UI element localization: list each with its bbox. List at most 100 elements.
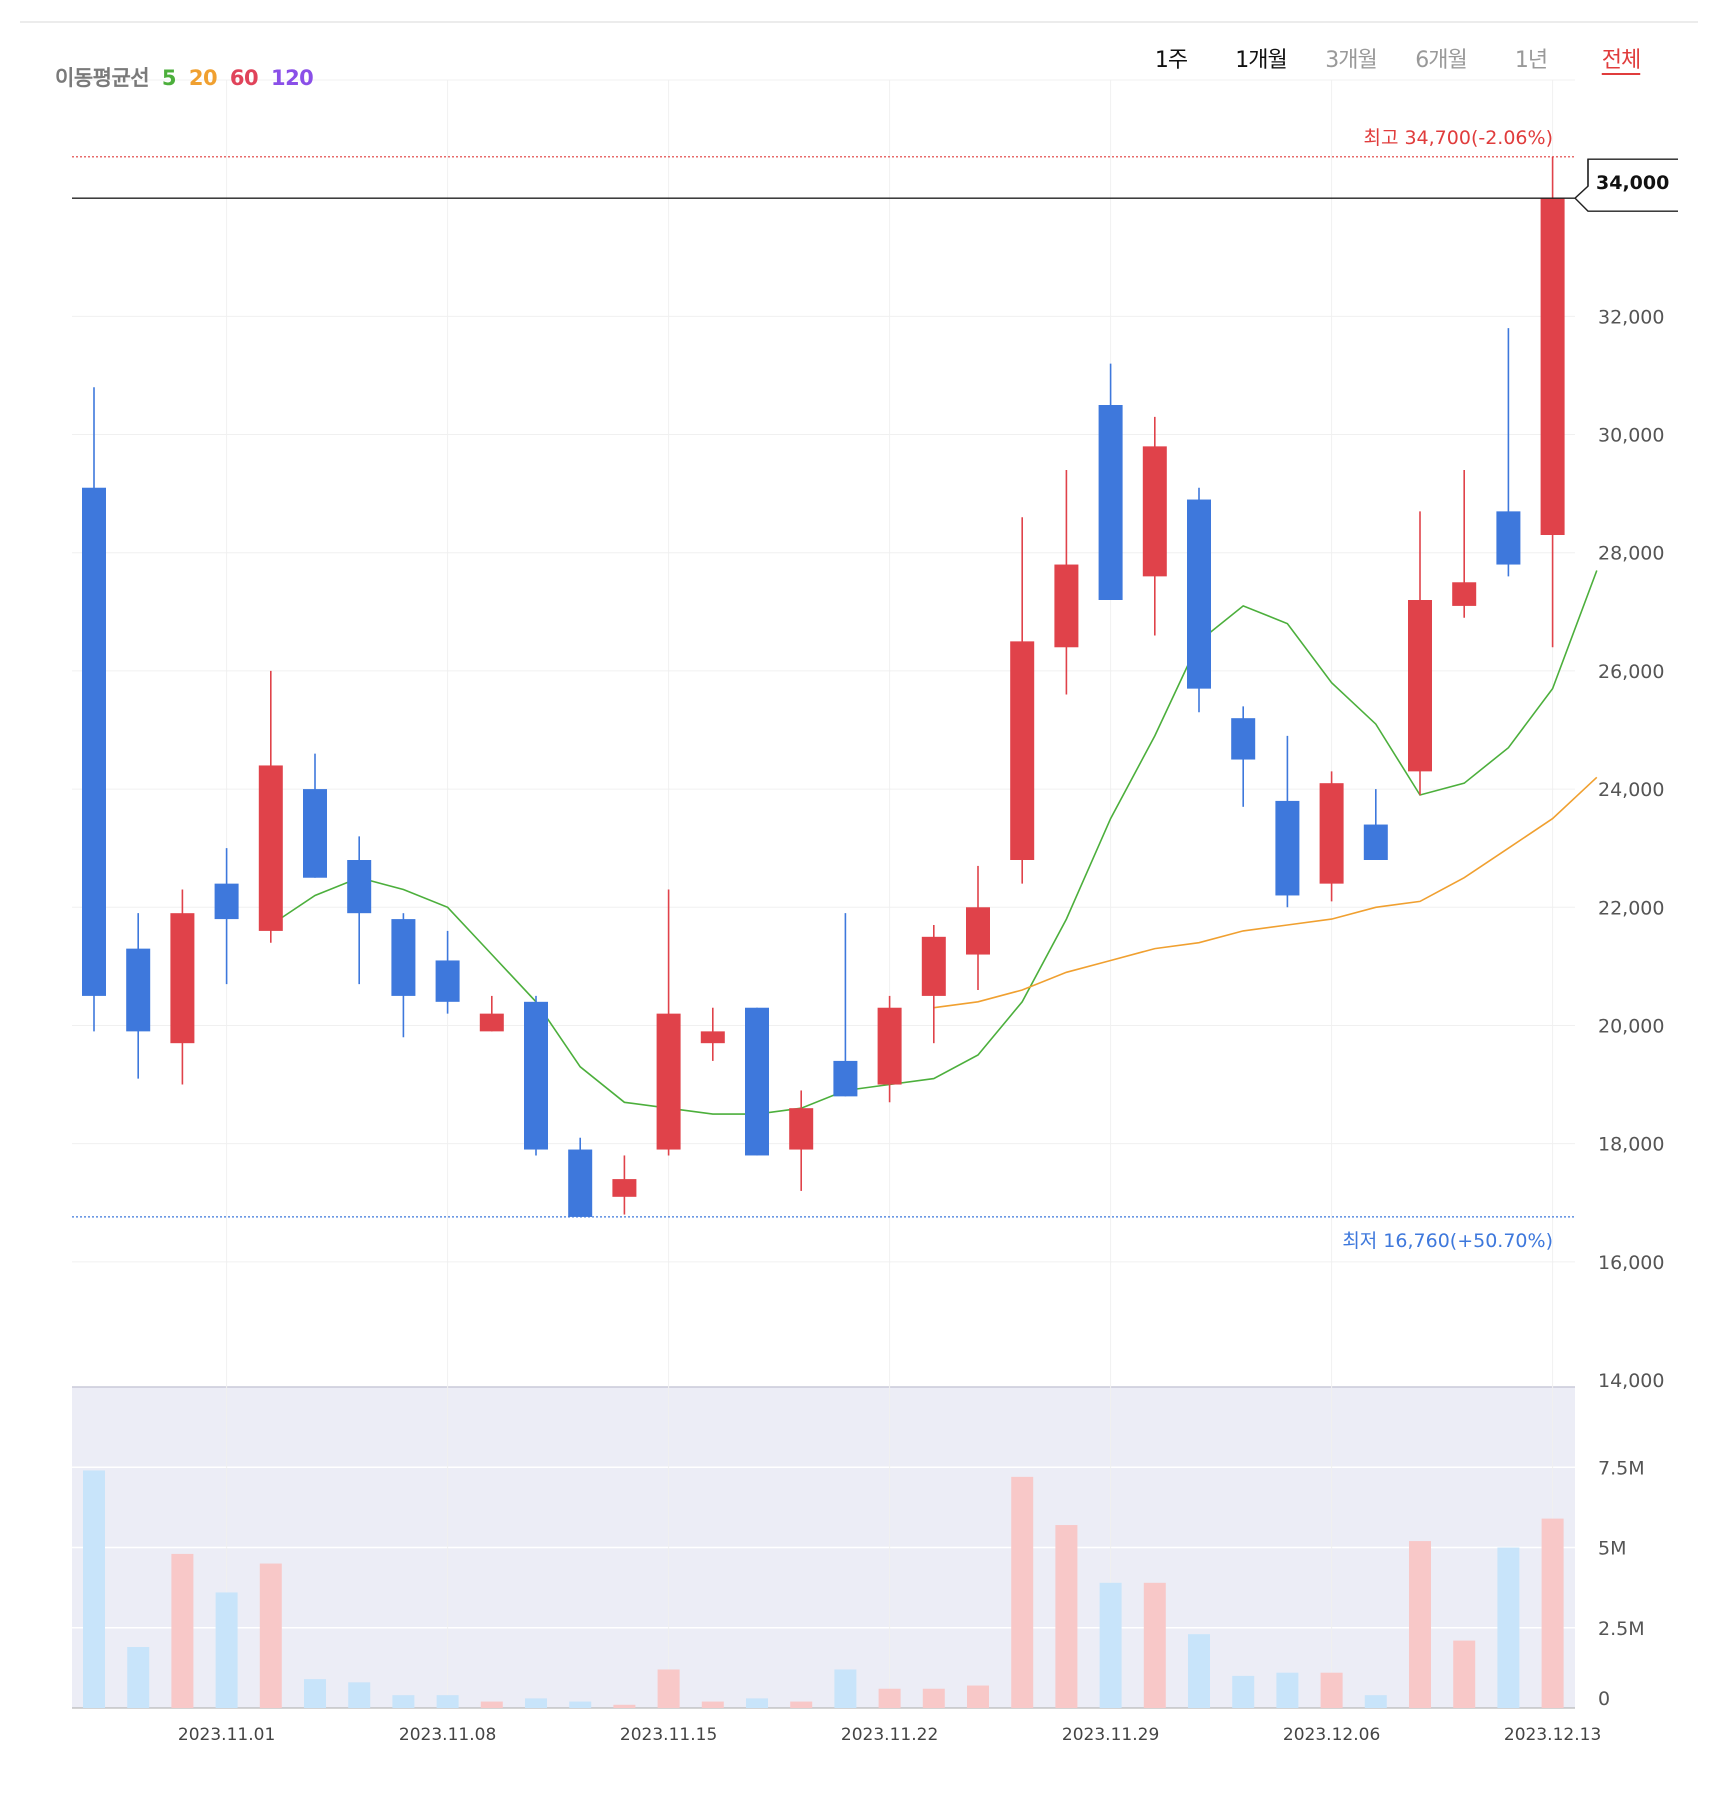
volume-bar: [657, 1669, 680, 1708]
volume-bar: [1320, 1672, 1343, 1708]
ma-period-20[interactable]: 20: [188, 66, 218, 90]
price-axis-label: 22,000: [1598, 897, 1664, 919]
candle-down[interactable]: [82, 387, 106, 1032]
volume-bar: [1143, 1582, 1166, 1708]
volume-bar: [1011, 1476, 1034, 1708]
candle-body: [1408, 600, 1432, 772]
candle-down[interactable]: [1098, 363, 1123, 600]
volume-bar: [480, 1701, 503, 1708]
candle-down[interactable]: [745, 1007, 769, 1156]
volume-axis-label: 2.5M: [1598, 1618, 1645, 1640]
volume-bar: [1232, 1675, 1255, 1708]
candle-body: [612, 1179, 637, 1197]
volume-bar: [878, 1688, 901, 1708]
candle-down[interactable]: [524, 995, 548, 1156]
volume-bar: [1541, 1518, 1564, 1708]
volume-bar: [215, 1592, 238, 1708]
volume-bar: [127, 1647, 150, 1708]
tab-1-year[interactable]: 1년: [1514, 48, 1548, 73]
candle-down[interactable]: [347, 836, 372, 985]
volume-bar: [569, 1701, 592, 1708]
candle-up[interactable]: [921, 925, 946, 1044]
candle-up[interactable]: [700, 1007, 725, 1061]
candle-body: [966, 907, 990, 955]
candle-body: [745, 1007, 769, 1156]
price-axis-label: 20,000: [1598, 1015, 1664, 1037]
candle-up[interactable]: [1010, 517, 1035, 884]
candle-down[interactable]: [1275, 735, 1300, 908]
date-axis-label: 2023.12.13: [1504, 1725, 1601, 1745]
candle-up[interactable]: [612, 1155, 637, 1215]
grid-layer: [20, 21, 1698, 1709]
candle-down[interactable]: [435, 930, 460, 1014]
candle-up[interactable]: [1540, 156, 1565, 648]
candle-down[interactable]: [1496, 328, 1521, 577]
candle-body: [1010, 641, 1035, 860]
tab-1-week[interactable]: 1주: [1154, 48, 1188, 73]
candle-up[interactable]: [1142, 416, 1167, 636]
candle-body: [1098, 405, 1123, 600]
moving-average-label: 이동평균선: [55, 66, 150, 90]
candle-down[interactable]: [303, 753, 327, 878]
volume-bar: [834, 1669, 857, 1708]
candle-up[interactable]: [479, 995, 504, 1032]
candle-body: [1275, 800, 1300, 896]
candle-up[interactable]: [1054, 470, 1079, 695]
candle-up[interactable]: [1408, 511, 1432, 795]
volume-axis-label: 0: [1598, 1688, 1610, 1710]
candle-down[interactable]: [568, 1137, 593, 1217]
candle-body: [347, 860, 372, 914]
price-axis-label: 32,000: [1598, 306, 1664, 328]
candle-body: [391, 919, 416, 996]
candle-down[interactable]: [1231, 706, 1256, 807]
candle-up[interactable]: [656, 889, 681, 1156]
candle-down[interactable]: [833, 913, 858, 1097]
ma-period-120[interactable]: 120: [270, 66, 314, 90]
volume-bar: [392, 1695, 415, 1708]
candle-down[interactable]: [214, 848, 239, 985]
volume-bar: [436, 1695, 459, 1708]
volume-layer: [83, 1470, 1564, 1708]
tab-6-months[interactable]: 6개월: [1415, 48, 1467, 73]
candle-up[interactable]: [170, 889, 195, 1085]
tab-all[interactable]: 전체: [1601, 48, 1641, 73]
date-axis-label: 2023.11.22: [841, 1725, 938, 1745]
candle-up[interactable]: [258, 670, 283, 943]
candle-down[interactable]: [126, 913, 151, 1079]
candle-body: [170, 913, 195, 1044]
candle-body: [1319, 783, 1344, 884]
candle-down[interactable]: [391, 913, 416, 1038]
volume-bar: [83, 1470, 105, 1708]
price-axis-label: 26,000: [1598, 661, 1664, 683]
ma20-line: [933, 776, 1598, 1009]
candle-down[interactable]: [1363, 789, 1388, 860]
candle-body: [82, 487, 106, 996]
low-price-label: 최저 16,760(+50.70%): [1342, 1230, 1553, 1252]
ma-period-5[interactable]: 5: [161, 66, 177, 90]
volume-bar: [348, 1682, 371, 1708]
candle-body: [656, 1013, 681, 1150]
volume-bar: [613, 1704, 636, 1708]
volume-bar: [701, 1701, 724, 1708]
current-price-label: 34,000: [1596, 172, 1669, 194]
candle-up[interactable]: [789, 1090, 814, 1191]
price-axis-label: 16,000: [1598, 1252, 1664, 1274]
candle-body: [1540, 198, 1565, 535]
ma-period-60[interactable]: 60: [229, 66, 259, 90]
volume-bar: [1276, 1672, 1299, 1708]
date-axis-label: 2023.11.08: [399, 1725, 496, 1745]
candle-body: [921, 936, 946, 996]
candle-body: [303, 789, 327, 878]
candle-up[interactable]: [877, 995, 902, 1103]
candle-body: [833, 1060, 858, 1097]
candle-body: [258, 765, 283, 931]
candle-up[interactable]: [966, 865, 990, 990]
date-axis-label: 2023.12.06: [1283, 1725, 1380, 1745]
tab-1-month[interactable]: 1개월: [1235, 48, 1287, 73]
tab-3-months[interactable]: 3개월: [1325, 48, 1377, 73]
candle-up[interactable]: [1452, 470, 1477, 618]
candle-up[interactable]: [1319, 771, 1344, 902]
candle-down[interactable]: [1187, 487, 1211, 713]
date-axis-label: 2023.11.15: [620, 1725, 717, 1745]
